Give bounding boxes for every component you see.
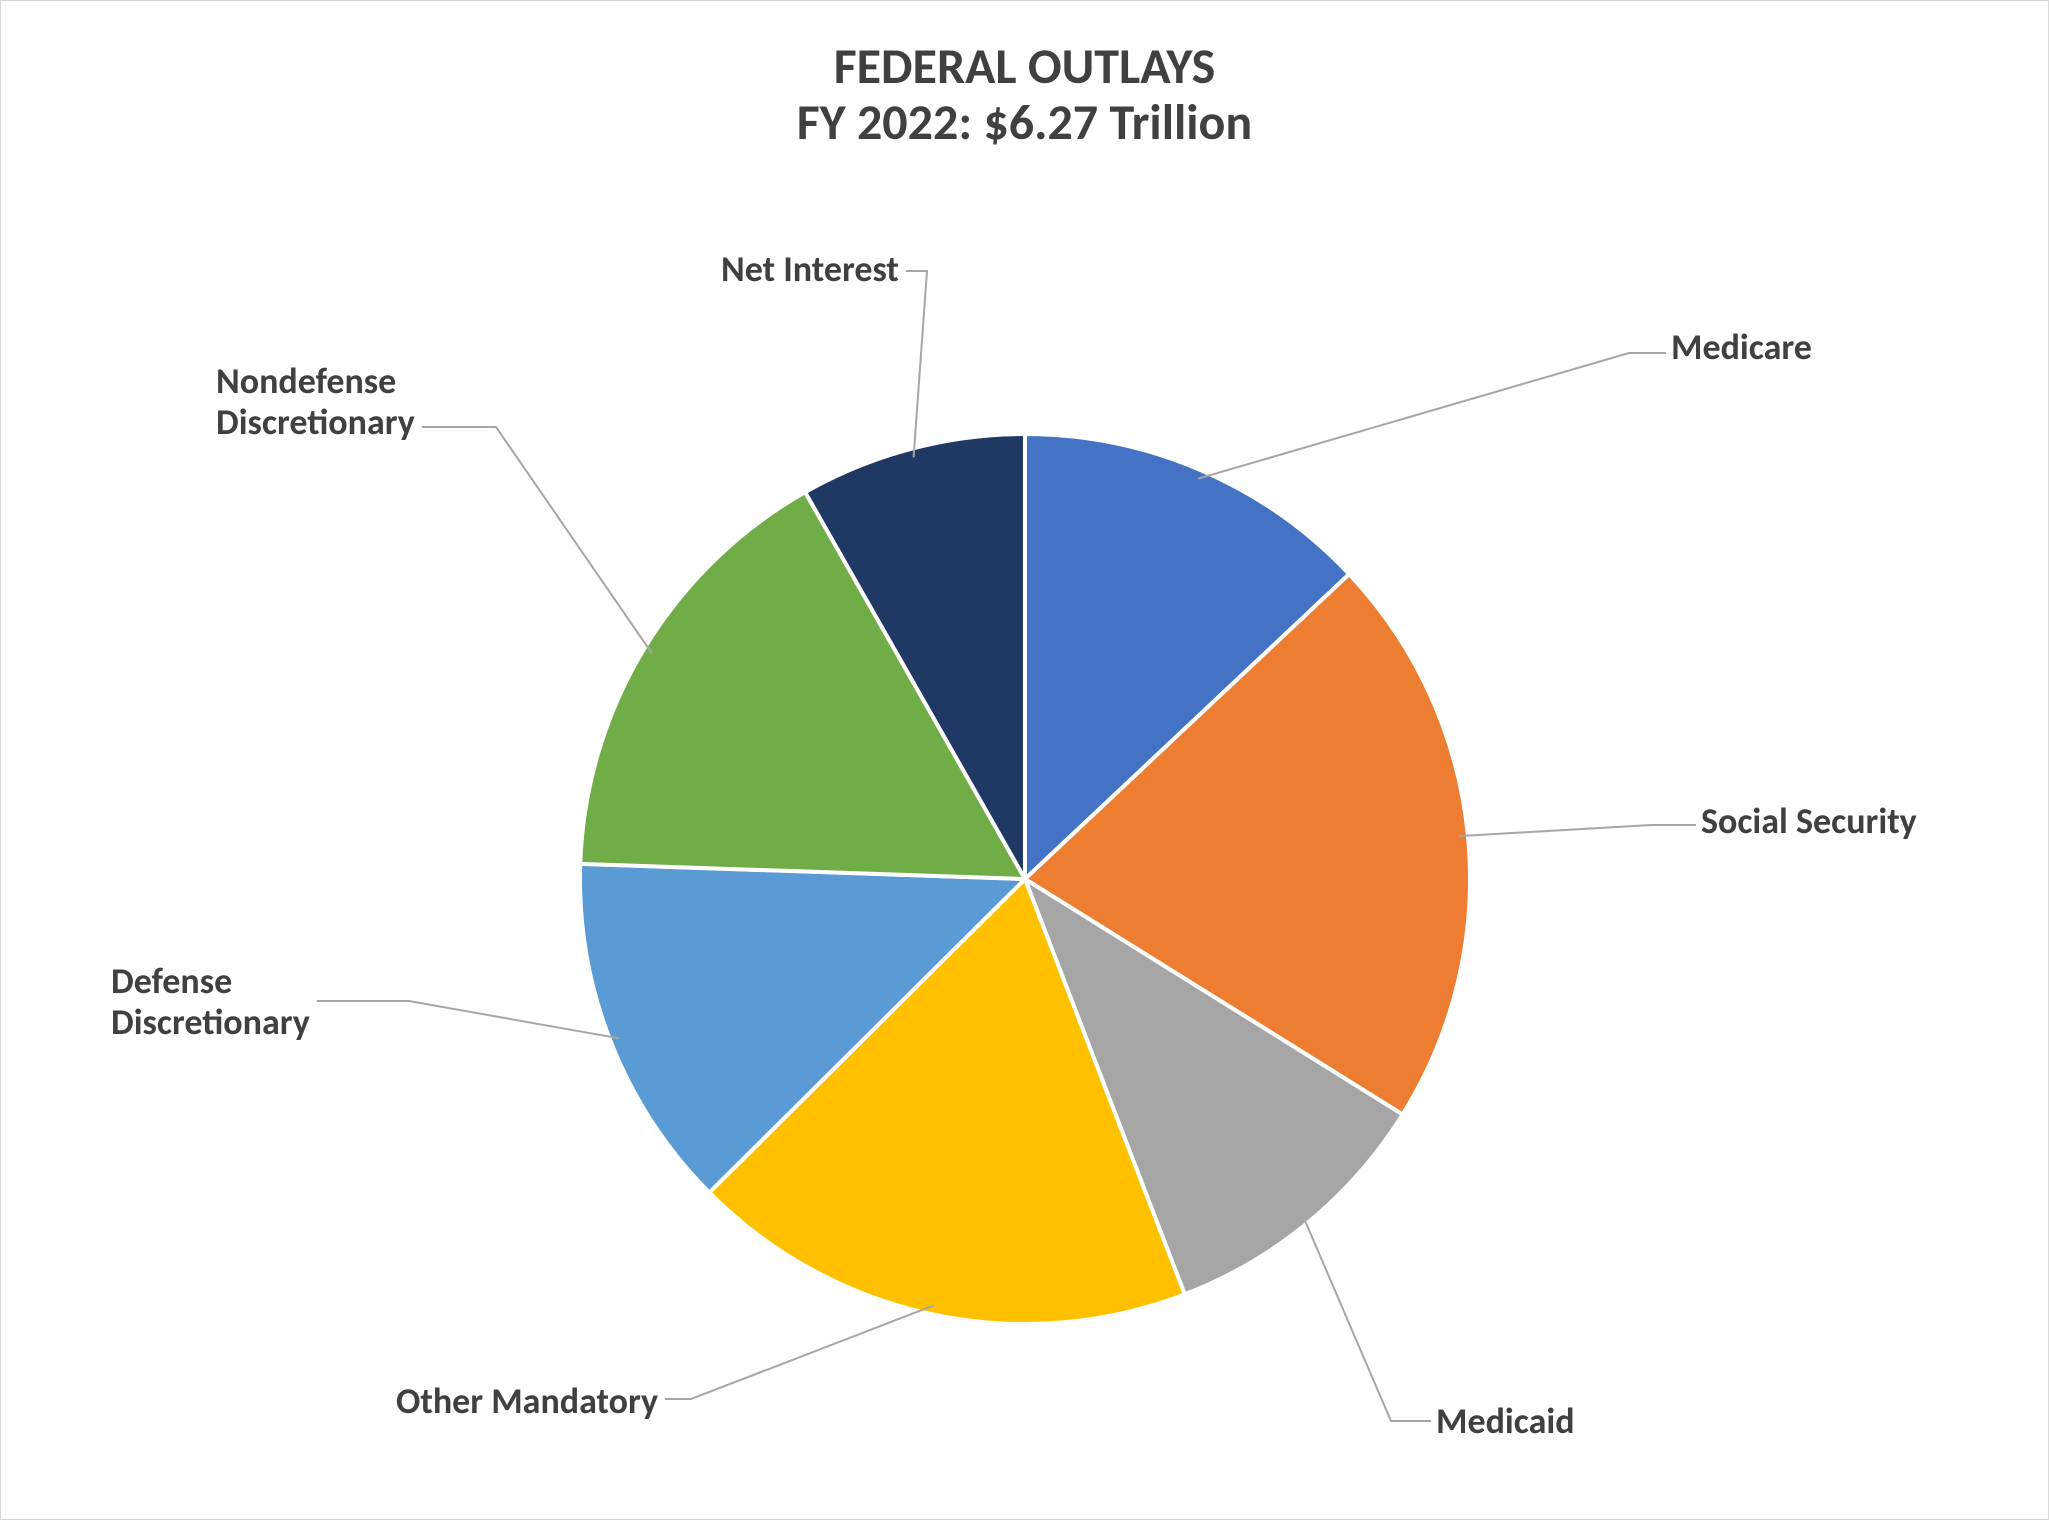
chart-title: FEDERAL OUTLAYS FY 2022: $6.27 Trillion	[1, 39, 2048, 151]
leader-line	[1198, 353, 1666, 479]
leader-line	[665, 1305, 934, 1399]
slice-label: Other Mandatory	[396, 1381, 658, 1422]
slice-label: Medicaid	[1436, 1401, 1575, 1442]
leader-line	[1459, 825, 1696, 836]
leader-line	[317, 1001, 619, 1038]
pie-chart	[1, 1, 2049, 1521]
title-line-2: FY 2022: $6.27 Trillion	[1, 95, 2048, 151]
chart-frame: FEDERAL OUTLAYS FY 2022: $6.27 Trillion …	[0, 0, 2049, 1520]
leader-line	[1303, 1215, 1431, 1421]
slice-label: Nondefense Discretionary	[216, 361, 415, 444]
title-line-1: FEDERAL OUTLAYS	[1, 39, 2048, 95]
slice-label: Defense Discretionary	[111, 961, 310, 1044]
leader-line	[422, 427, 652, 653]
slice-label: Net Interest	[721, 249, 899, 290]
slice-label: Social Security	[1701, 801, 1917, 842]
slice-label: Medicare	[1671, 327, 1812, 368]
leader-line	[906, 271, 927, 457]
